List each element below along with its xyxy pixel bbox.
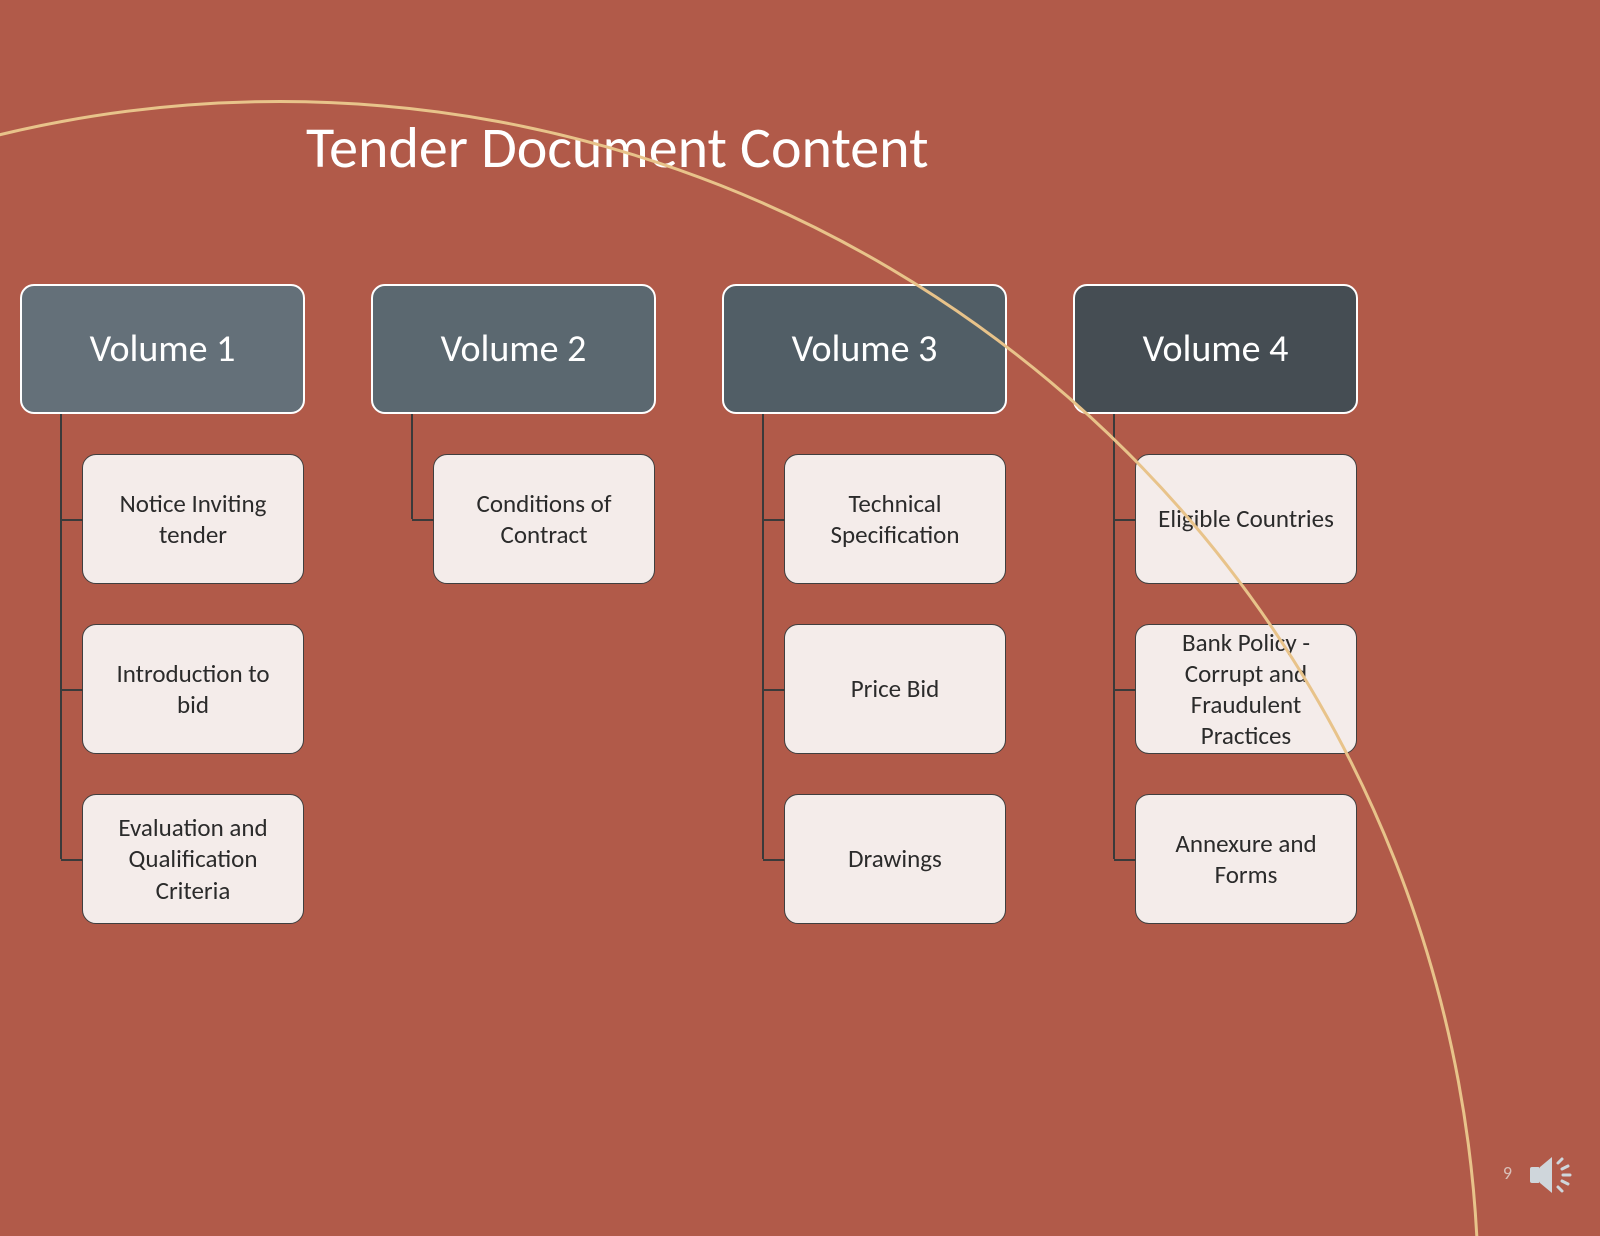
decorative-arc	[0, 100, 1480, 1236]
slide: Tender Document Content Volume 1Notice I…	[0, 0, 1600, 1236]
volume-column: Volume 4Eligible CountriesBank Policy - …	[1073, 284, 1358, 414]
speaker-icon	[1526, 1149, 1578, 1206]
page-number: 9	[1503, 1162, 1512, 1184]
volume-header: Volume 4	[1073, 284, 1358, 414]
